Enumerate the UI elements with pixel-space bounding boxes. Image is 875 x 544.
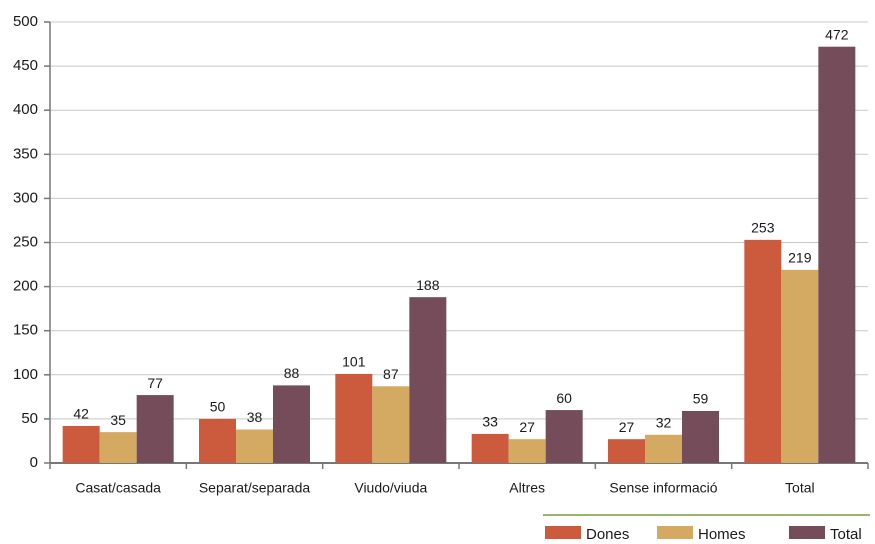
- y-tick-label: 300: [13, 189, 38, 206]
- bar: [744, 239, 782, 463]
- bar: [372, 386, 410, 463]
- bar: [682, 410, 719, 463]
- legend-label: Homes: [698, 526, 746, 543]
- data-label: 38: [247, 409, 263, 425]
- x-tick-label: Total: [785, 480, 815, 496]
- data-label: 32: [656, 414, 672, 430]
- data-label: 50: [210, 399, 226, 415]
- bar: [236, 429, 273, 463]
- x-tick-label: Separat/separada: [199, 480, 311, 496]
- data-label: 219: [788, 250, 812, 266]
- data-label: 35: [110, 412, 126, 428]
- data-label: 188: [416, 277, 440, 293]
- y-tick-label: 500: [13, 13, 38, 30]
- legend-swatch: [789, 526, 825, 539]
- y-tick-label: 400: [13, 101, 38, 118]
- bar: [199, 418, 236, 463]
- bar: [818, 46, 856, 464]
- legend-label: Total: [830, 526, 862, 543]
- y-tick-label: 250: [13, 233, 38, 250]
- legend-swatch: [545, 526, 581, 539]
- x-tick-label: Altres: [509, 480, 545, 496]
- x-tick-label: Viudo/viuda: [354, 480, 427, 496]
- y-tick-label: 0: [30, 454, 38, 471]
- data-label: 77: [147, 375, 163, 391]
- data-label: 27: [519, 419, 535, 435]
- data-label: 472: [825, 26, 849, 42]
- bar: [645, 434, 682, 463]
- legend-swatch: [657, 526, 693, 539]
- bar: [471, 433, 509, 463]
- data-label: 88: [284, 365, 300, 381]
- data-label: 42: [73, 406, 89, 422]
- x-tick-label: Casat/casada: [75, 480, 161, 496]
- data-label: 33: [482, 414, 498, 430]
- y-tick-label: 100: [13, 366, 38, 383]
- bar: [545, 410, 583, 463]
- data-label: 27: [619, 419, 635, 435]
- y-tick-label: 50: [21, 410, 38, 427]
- bar: [335, 373, 373, 463]
- y-tick-label: 200: [13, 278, 38, 295]
- data-label: 87: [383, 366, 399, 382]
- bar: [608, 439, 645, 463]
- bar: [781, 269, 819, 463]
- data-label: 101: [342, 354, 366, 370]
- bar: [62, 425, 100, 463]
- data-label: 60: [556, 390, 572, 406]
- y-tick-label: 450: [13, 57, 38, 74]
- bar: [136, 395, 174, 463]
- y-tick-label: 350: [13, 145, 38, 162]
- bar: [99, 432, 137, 463]
- y-tick-label: 150: [13, 322, 38, 339]
- data-label: 253: [751, 220, 775, 236]
- bar: [273, 385, 310, 463]
- bar: [409, 297, 447, 463]
- data-label: 59: [693, 391, 709, 407]
- bar: [508, 439, 546, 463]
- legend-label: Dones: [586, 526, 629, 543]
- x-tick-label: Sense informació: [609, 480, 717, 496]
